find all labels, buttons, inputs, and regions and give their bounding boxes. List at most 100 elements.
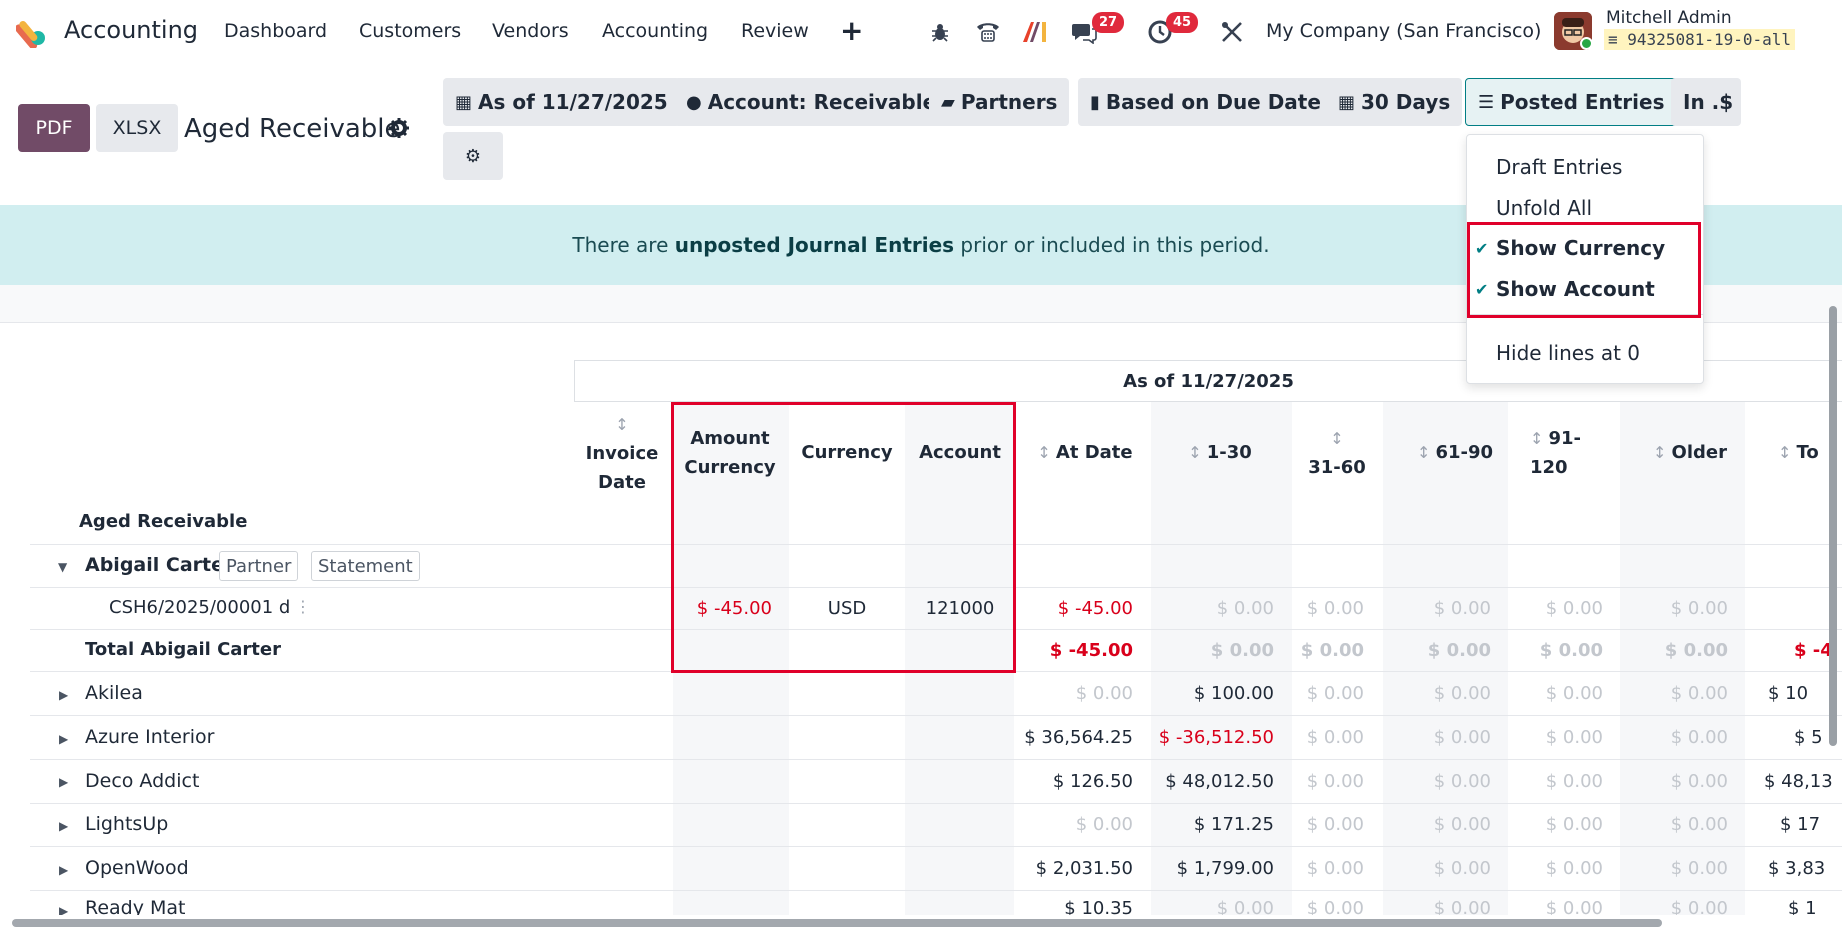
ready-31-60: $ 0.00 [1306, 898, 1364, 915]
ready-older: $ 0.00 [1670, 898, 1728, 915]
caret-right-icon[interactable]: ▶ [59, 688, 69, 702]
row-divider [30, 544, 1842, 545]
xlsx-button[interactable]: XLSX [96, 104, 178, 152]
openwood-61-90: $ 0.00 [1433, 858, 1491, 879]
horizontal-scrollbar[interactable] [0, 915, 1842, 929]
col-account[interactable]: Account [919, 442, 1001, 463]
caret-right-icon[interactable]: ▶ [59, 819, 69, 833]
partner-lightsup[interactable]: LightsUp [85, 813, 169, 835]
pdf-button[interactable]: PDF [18, 104, 90, 152]
caret-right-icon[interactable]: ▶ [59, 775, 69, 789]
openwood-at-date: $ 2,031.50 [1035, 858, 1133, 879]
menu-dashboard[interactable]: Dashboard [224, 20, 328, 42]
partners-filter-label: Partners [960, 90, 1058, 114]
check-icon: ✔ [1475, 280, 1489, 299]
unfold-all-option[interactable]: Unfold All [1496, 196, 1592, 220]
phone-icon[interactable] [974, 18, 1002, 46]
sort-icon: ↕ [1530, 429, 1549, 448]
folder-icon: ▰ [941, 91, 955, 113]
col-91-120[interactable]: ↕ 91-120 [1530, 428, 1582, 478]
partner-akilea[interactable]: Akilea [85, 682, 143, 704]
user-icon: ● [686, 91, 702, 113]
bug-icon[interactable] [926, 18, 954, 46]
hide-zero-lines-option[interactable]: Hide lines at 0 [1496, 341, 1641, 365]
period-filter-button[interactable]: ▦ 30 Days [1326, 78, 1463, 126]
app-name[interactable]: Accounting [64, 16, 199, 44]
caret-down-icon[interactable]: ▼ [58, 560, 68, 574]
caret-right-icon[interactable]: ▶ [59, 863, 69, 877]
col-31-60[interactable]: ↕ 31-60 [1292, 424, 1382, 482]
due-date-filter-button[interactable]: ▮ Based on Due Date [1078, 78, 1333, 126]
row-divider [30, 715, 1842, 716]
gear-icon[interactable] [388, 117, 410, 145]
database-badge: ≡ 94325081-19-0-all [1604, 29, 1796, 50]
account-filter-button[interactable]: ● Account: Receivable [674, 78, 949, 126]
options-gears-button[interactable]: ⚙ [443, 132, 503, 180]
openwood-91-120: $ 0.00 [1545, 858, 1603, 879]
partner-tag-button[interactable]: Partner [219, 551, 299, 581]
scrollbar-thumb[interactable] [12, 919, 1662, 927]
journal-line-name[interactable]: CSH6/2025/00001 d [109, 597, 291, 618]
user-name[interactable]: Mitchell Admin [1606, 8, 1732, 28]
menu-customers[interactable]: Customers [359, 20, 462, 42]
row-divider [30, 629, 1842, 630]
deco-older: $ 0.00 [1670, 771, 1728, 792]
col-currency[interactable]: Currency [801, 442, 893, 463]
partner-openwood[interactable]: OpenWood [85, 857, 189, 879]
line-account: 121000 [925, 598, 995, 619]
partner-azure-interior[interactable]: Azure Interior [85, 726, 215, 748]
deco-61-90: $ 0.00 [1433, 771, 1491, 792]
col-amount-currency[interactable]: Amount Currency [684, 428, 776, 478]
line-menu-icon[interactable]: ⋮ [295, 597, 311, 616]
col-total[interactable]: ↕ To [1778, 442, 1819, 463]
col-invoice-date[interactable]: ↕ Invoice Date [582, 410, 662, 497]
caret-right-icon[interactable]: ▶ [59, 732, 69, 746]
lightsup-older: $ 0.00 [1670, 814, 1728, 835]
partner-abigail-carter[interactable]: Abigail Carter [85, 554, 234, 576]
alert-text-post: prior or included in this period. [954, 233, 1270, 257]
menu-vendors[interactable]: Vendors [492, 20, 569, 42]
partner-deco-addict[interactable]: Deco Addict [85, 770, 200, 792]
date-filter-button[interactable]: ▦ As of 11/27/2025 [443, 78, 680, 126]
col-1-30[interactable]: ↕ 1-30 [1188, 442, 1252, 463]
menu-review[interactable]: Review [741, 20, 809, 42]
col-at-date[interactable]: ↕ At Date [1037, 442, 1133, 463]
sort-icon: ↕ [615, 415, 629, 434]
ai-icon[interactable] [1021, 18, 1049, 46]
line-61-90: $ 0.00 [1433, 598, 1491, 619]
partner-ready-mat[interactable]: Ready Mat [85, 897, 186, 915]
deco-91-120: $ 0.00 [1545, 771, 1603, 792]
draft-entries-option[interactable]: Draft Entries [1496, 155, 1623, 179]
azure-total: $ 5 [1794, 727, 1823, 748]
posted-entries-filter-button[interactable]: ☰ Posted Entries [1465, 78, 1678, 126]
azure-1-30: $ -36,512.50 [1158, 727, 1274, 748]
column-shade [1620, 402, 1745, 915]
tools-icon[interactable] [1218, 18, 1246, 46]
ready-at-date: $ 10.35 [1064, 898, 1133, 915]
statement-tag-button[interactable]: Statement [311, 551, 420, 581]
total-1-30: $ 0.00 [1210, 640, 1274, 661]
line-31-60: $ 0.00 [1306, 598, 1364, 619]
plus-icon[interactable]: + [840, 14, 864, 47]
activity-clock-icon[interactable] [1146, 18, 1174, 46]
scrollbar-thumb[interactable] [1829, 306, 1837, 746]
line-91-120: $ 0.00 [1545, 598, 1603, 619]
accounting-app-icon[interactable] [16, 14, 50, 48]
partners-filter-button[interactable]: ▰ Partners [929, 78, 1070, 126]
line-amount-currency: $ -45.00 [696, 598, 772, 619]
show-account-option[interactable]: Show Account [1496, 277, 1655, 301]
menu-accounting[interactable]: Accounting [602, 20, 709, 42]
total-61-90: $ 0.00 [1427, 640, 1491, 661]
akilea-91-120: $ 0.00 [1545, 683, 1603, 704]
company-switcher[interactable]: My Company (San Francisco) [1266, 20, 1542, 42]
vertical-scrollbar[interactable] [1826, 300, 1840, 912]
lightsup-91-120: $ 0.00 [1545, 814, 1603, 835]
show-currency-option[interactable]: Show Currency [1496, 236, 1666, 260]
caret-right-icon[interactable]: ▶ [59, 904, 69, 915]
currency-filter-button[interactable]: In .$ [1671, 78, 1741, 126]
row-divider [30, 671, 1842, 672]
col-61-90[interactable]: ↕ 61-90 [1416, 442, 1494, 463]
col-older[interactable]: ↕ Older [1653, 442, 1727, 463]
database-name: 94325081-19-0-all [1627, 30, 1792, 49]
openwood-31-60: $ 0.00 [1306, 858, 1364, 879]
